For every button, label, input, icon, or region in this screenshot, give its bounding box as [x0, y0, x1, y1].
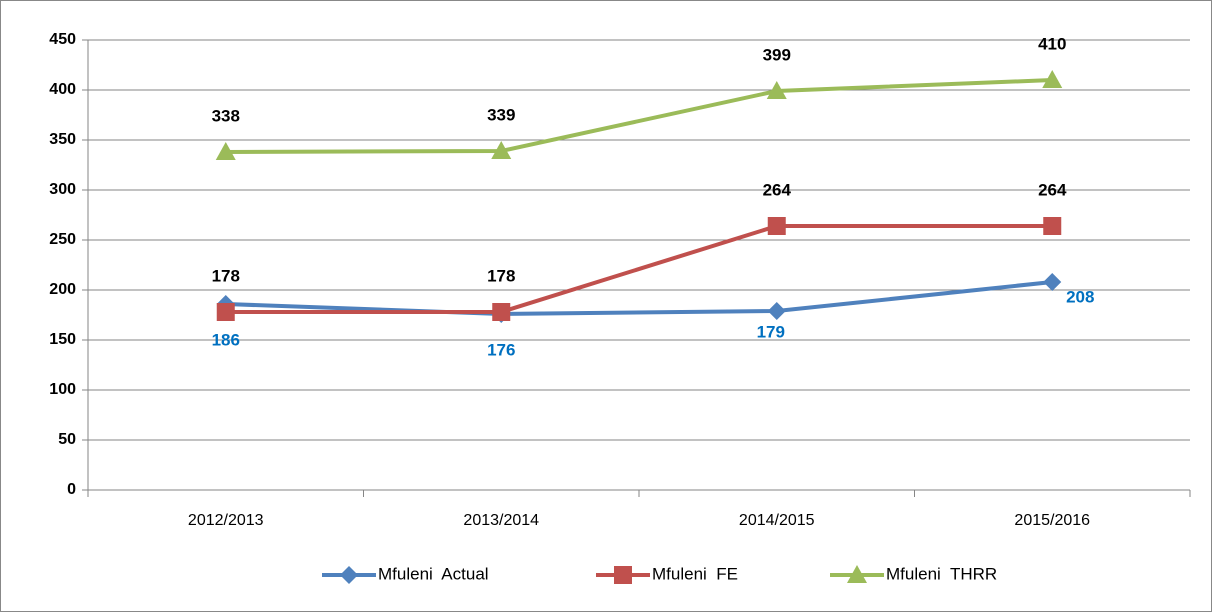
- series-line: [225, 78, 1053, 154]
- legend-label: Mfuleni Actual: [378, 564, 489, 583]
- data-point: [767, 302, 786, 320]
- data-point: [767, 217, 786, 235]
- data-label: 208: [1066, 287, 1094, 306]
- data-point: [1043, 273, 1062, 291]
- y-tick-label: 350: [49, 131, 76, 148]
- data-label: 179: [757, 322, 785, 341]
- data-label: 264: [1038, 180, 1067, 199]
- legend-label: Mfuleni FE: [652, 564, 738, 583]
- data-label: 399: [763, 45, 791, 64]
- y-tick-label: 250: [49, 231, 76, 248]
- x-tick-label: 2012/2013: [188, 512, 264, 529]
- data-point: [215, 142, 236, 160]
- legend-marker: [614, 566, 632, 584]
- y-tick-label: 50: [58, 431, 76, 448]
- x-tick-label: 2014/2015: [739, 512, 815, 529]
- data-label: 339: [487, 105, 515, 124]
- data-label: 178: [487, 266, 515, 285]
- data-point: [492, 303, 511, 321]
- data-point: [1042, 70, 1063, 88]
- x-tick-label: 2015/2016: [1014, 512, 1090, 529]
- y-tick-label: 100: [49, 381, 76, 398]
- series-line: [225, 224, 1053, 314]
- data-label: 410: [1038, 34, 1066, 53]
- data-label: 176: [487, 340, 515, 359]
- y-tick-label: 400: [49, 81, 76, 98]
- y-tick-label: 0: [67, 481, 76, 498]
- data-label: 264: [763, 180, 792, 199]
- y-tick-label: 200: [49, 281, 76, 298]
- data-point: [766, 81, 787, 99]
- y-tick-label: 450: [49, 31, 76, 48]
- data-point: [1043, 217, 1062, 235]
- x-tick-label: 2013/2014: [463, 512, 539, 529]
- y-tick-label: 300: [49, 181, 76, 198]
- data-label: 178: [212, 266, 240, 285]
- series-line: [225, 280, 1053, 317]
- legend-label: Mfuleni THRR: [886, 564, 997, 583]
- data-label: 338: [212, 106, 240, 125]
- data-point: [491, 141, 512, 159]
- legend-marker: [847, 565, 867, 583]
- data-point: [216, 303, 235, 321]
- data-label: 186: [212, 330, 240, 349]
- legend-marker: [340, 566, 358, 584]
- y-tick-label: 150: [49, 331, 76, 348]
